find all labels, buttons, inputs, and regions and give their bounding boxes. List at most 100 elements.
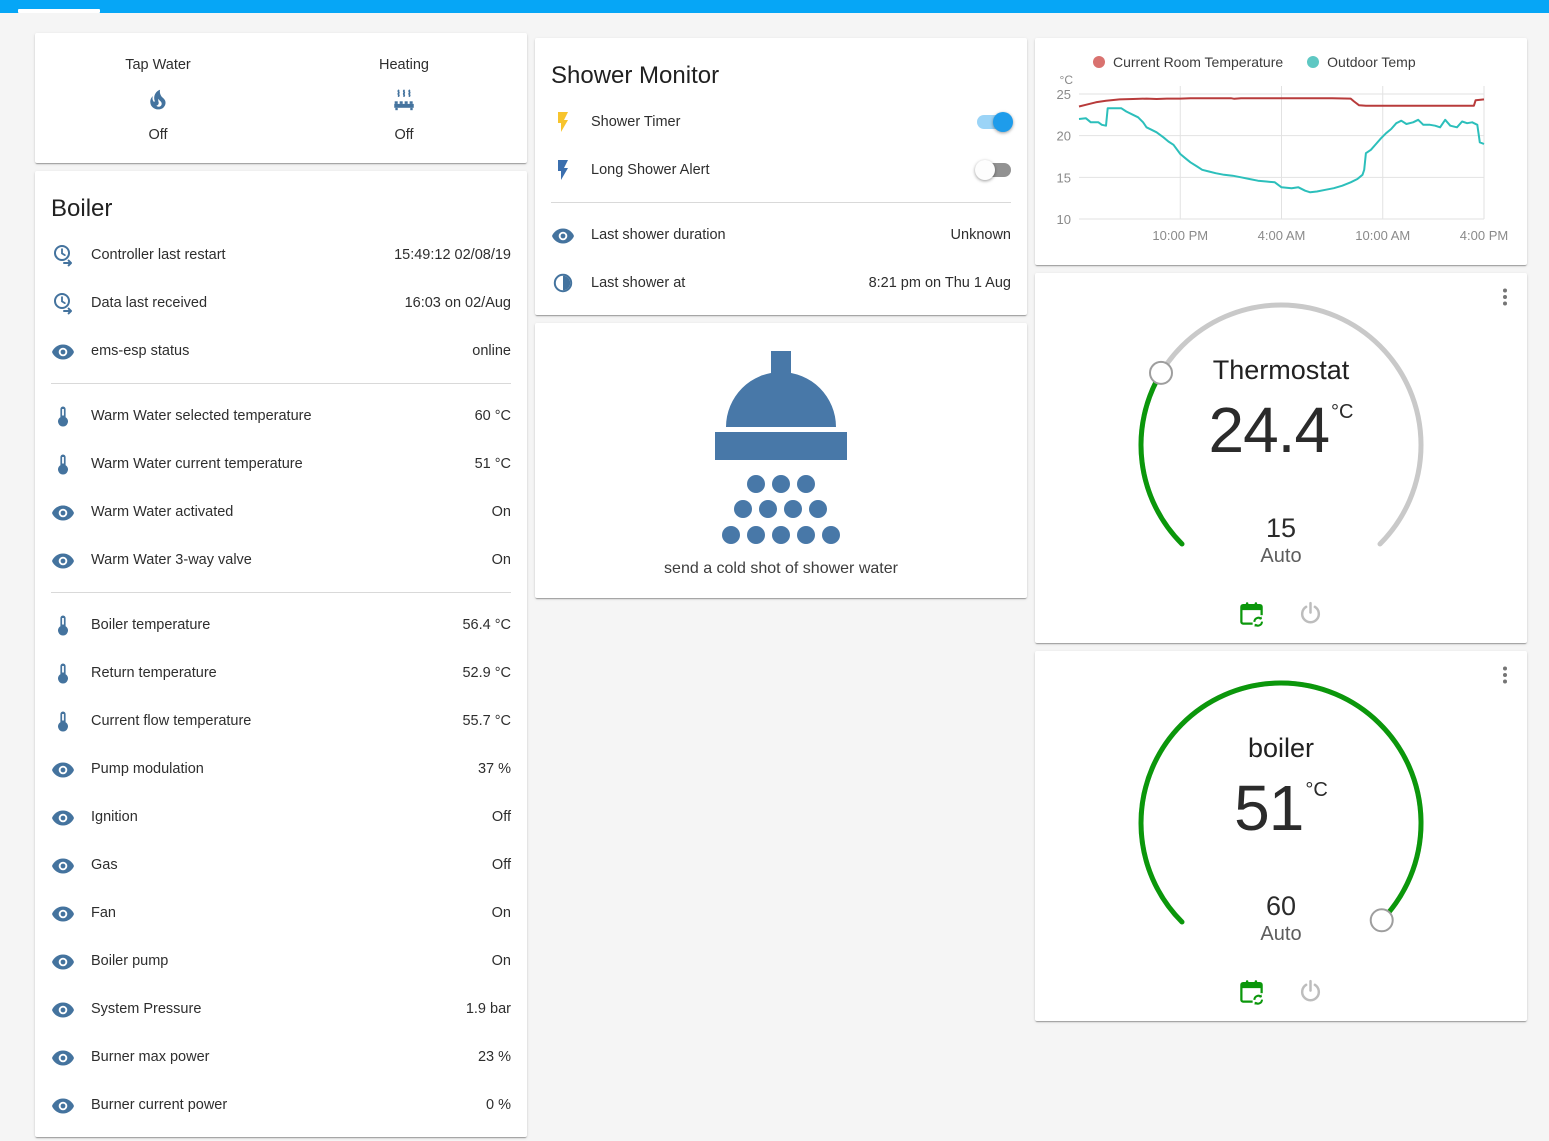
svg-text:4:00 PM: 4:00 PM <box>1460 228 1508 243</box>
entity-row[interactable]: ems-esp status online <box>51 327 511 375</box>
entity-state: 8:21 pm on Thu 1 Aug <box>868 275 1011 291</box>
legend-dot-outdoor <box>1307 56 1320 68</box>
thermometer-icon <box>51 709 75 733</box>
power-icon[interactable] <box>1297 978 1324 1005</box>
gauge-value-number: 24.4 <box>1208 394 1330 466</box>
svg-text:15: 15 <box>1057 170 1071 185</box>
entity-state: Off <box>491 809 511 825</box>
entity-row[interactable]: Gas Off <box>51 841 511 889</box>
glance-item-tap-water[interactable]: Tap Water Off <box>35 49 281 149</box>
entity-row[interactable]: Ignition Off <box>51 793 511 841</box>
chart-legend: Current Room Temperature Outdoor Temp <box>1051 52 1511 72</box>
calendar-sync-icon[interactable] <box>1238 600 1265 627</box>
calendar-sync-icon[interactable] <box>1238 978 1265 1005</box>
entity-row[interactable]: Current flow temperature 55.7 °C <box>51 697 511 745</box>
entity-row[interactable]: Warm Water current temperature 51 °C <box>51 440 511 488</box>
shower-timer-toggle[interactable] <box>977 112 1013 132</box>
eye-icon <box>51 853 75 877</box>
entity-row[interactable]: Boiler temperature 56.4 °C <box>51 601 511 649</box>
clock-start-icon <box>51 243 75 267</box>
app-header <box>0 0 1549 13</box>
entity-name: System Pressure <box>91 1001 202 1017</box>
entity-row[interactable]: Warm Water 3-way valve On <box>51 536 511 584</box>
clock-start-icon <box>51 291 75 315</box>
thermometer-icon <box>51 452 75 476</box>
glance-label: Tap Water <box>125 57 191 73</box>
thermometer-icon <box>51 661 75 685</box>
entity-name: Controller last restart <box>91 247 226 263</box>
entity-state: On <box>491 552 511 568</box>
round-slider[interactable] <box>1121 297 1441 593</box>
entity-name: Gas <box>91 857 118 873</box>
thermostat-card: Thermostat 24.4 °C 15 Auto <box>1035 273 1527 643</box>
entity-state: 15:49:12 02/08/19 <box>394 247 511 263</box>
entity-row[interactable]: Last shower duration Unknown <box>551 211 1011 259</box>
entity-name: Data last received <box>91 295 208 311</box>
dashboard: Tap Water Off Heating Off Boiler Control… <box>0 13 1549 1137</box>
entity-row[interactable]: Controller last restart 15:49:12 02/08/1… <box>51 231 511 279</box>
entity-state: 23 % <box>477 1049 511 1065</box>
kebab-menu-icon[interactable] <box>1493 285 1517 309</box>
entity-row[interactable]: Data last received 16:03 on 02/Aug <box>51 279 511 327</box>
entity-row[interactable]: Return temperature 52.9 °C <box>51 649 511 697</box>
entity-row[interactable]: Burner current power 0 % <box>51 1081 511 1129</box>
divider <box>51 383 511 384</box>
entity-row[interactable]: Pump modulation 37 % <box>51 745 511 793</box>
active-tab-indicator[interactable] <box>18 9 100 13</box>
glance-item-heating[interactable]: Heating Off <box>281 49 527 149</box>
legend-label: Outdoor Temp <box>1327 54 1416 70</box>
entity-row[interactable]: Last shower at 8:21 pm on Thu 1 Aug <box>551 259 1011 307</box>
entity-row[interactable]: Warm Water activated On <box>51 488 511 536</box>
boiler-gauge-card: boiler 51 °C 60 Auto <box>1035 651 1527 1021</box>
entity-name: Burner current power <box>91 1097 228 1113</box>
power-icon[interactable] <box>1297 600 1324 627</box>
eye-icon <box>51 1093 75 1117</box>
card-title: Boiler <box>51 195 113 222</box>
entity-name: Last shower at <box>591 275 686 291</box>
entity-state: On <box>491 953 511 969</box>
boiler-gauge: boiler 51 °C 60 Auto <box>1121 675 1441 971</box>
kebab-menu-icon[interactable] <box>1493 663 1517 687</box>
entity-state: Unknown <box>950 227 1011 243</box>
entity-name: Warm Water selected temperature <box>91 408 312 424</box>
gauge-value: 24.4 °C <box>1121 393 1441 467</box>
toggle-knob <box>993 112 1013 132</box>
svg-text:°C: °C <box>1060 73 1074 87</box>
gauge-title: Thermostat <box>1212 355 1350 385</box>
entity-state: 1.9 bar <box>465 1001 511 1017</box>
gauge-title: boiler <box>1247 733 1315 763</box>
gauge-target: 15 <box>1265 513 1297 543</box>
divider <box>51 592 511 593</box>
legend-item: Outdoor Temp <box>1307 54 1416 70</box>
glance-label: Heating <box>379 57 429 73</box>
eye-icon <box>51 757 75 781</box>
entity-row[interactable]: Warm Water selected temperature 60 °C <box>51 392 511 440</box>
temperature-history-card: Current Room Temperature Outdoor Temp 25… <box>1035 38 1527 265</box>
entity-row[interactable]: Boiler pump On <box>51 937 511 985</box>
gauge-target: 60 <box>1265 891 1297 921</box>
legend-item: Current Room Temperature <box>1093 54 1283 70</box>
entity-name: Fan <box>91 905 116 921</box>
entity-name: ems-esp status <box>91 343 190 359</box>
long-shower-alert-toggle[interactable] <box>975 160 1011 180</box>
entity-row[interactable]: Burner max power 23 % <box>51 1033 511 1081</box>
svg-text:10:00 PM: 10:00 PM <box>1152 228 1208 243</box>
entity-name: Shower Timer <box>591 114 681 130</box>
entity-row[interactable]: Fan On <box>51 889 511 937</box>
thermometer-icon <box>51 613 75 637</box>
entity-state: online <box>472 343 511 359</box>
fire-icon <box>145 87 171 113</box>
shower-action-card[interactable]: send a cold shot of shower water <box>535 323 1027 598</box>
thermostat-gauge: Thermostat 24.4 °C 15 Auto <box>1121 297 1441 593</box>
gauge-mode: Auto <box>1260 545 1302 567</box>
entity-state: Off <box>491 857 511 873</box>
round-slider[interactable] <box>1121 675 1441 971</box>
eye-icon <box>51 548 75 572</box>
entity-row[interactable]: Shower Timer <box>551 98 1013 146</box>
column-1: Tap Water Off Heating Off Boiler Control… <box>35 33 527 1137</box>
entity-row[interactable]: Long Shower Alert <box>551 146 1011 194</box>
entity-row[interactable]: System Pressure 1.9 bar <box>51 985 511 1033</box>
entities-body: Shower Timer Long Shower Alert Last show… <box>535 98 1027 315</box>
entity-state: 0 % <box>486 1097 511 1113</box>
entity-name: Warm Water current temperature <box>91 456 303 472</box>
